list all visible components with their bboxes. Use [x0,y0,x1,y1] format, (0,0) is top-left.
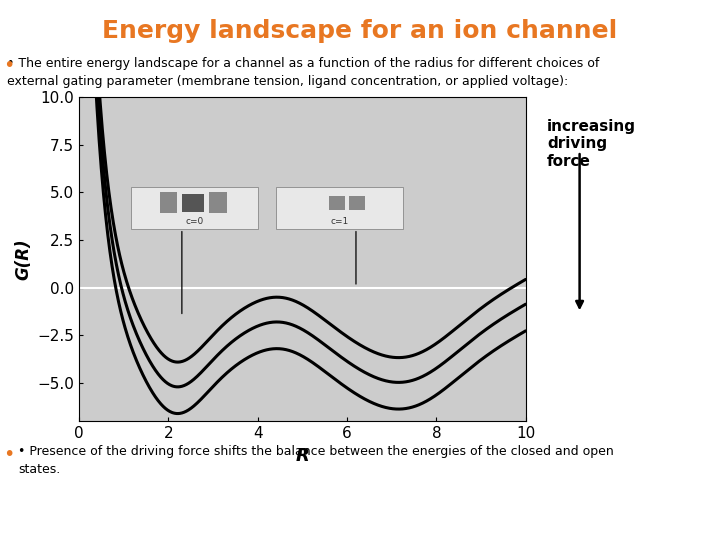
Bar [329,197,345,210]
X-axis label: R: R [295,447,310,464]
Text: increasing
driving
force: increasing driving force [547,119,636,168]
Text: c=1: c=1 [330,217,348,226]
Bar [160,192,177,213]
Text: •: • [4,56,15,75]
Text: states.: states. [18,463,60,476]
Text: • Presence of the driving force shifts the balance between the energies of the c: • Presence of the driving force shifts t… [18,446,613,458]
FancyBboxPatch shape [276,187,403,229]
Bar [349,197,365,210]
Bar [209,192,227,213]
Text: c=0: c=0 [185,217,204,226]
Text: • The entire energy landscape for a channel as a function of the radius for diff: • The entire energy landscape for a chan… [7,57,600,70]
FancyBboxPatch shape [130,187,258,229]
Y-axis label: G(R): G(R) [14,238,32,280]
Text: Energy landscape for an ion channel: Energy landscape for an ion channel [102,19,618,43]
Bar [182,194,204,212]
Text: external gating parameter (membrane tension, ligand concentration, or applied vo: external gating parameter (membrane tens… [7,75,569,87]
Text: •: • [4,446,15,464]
